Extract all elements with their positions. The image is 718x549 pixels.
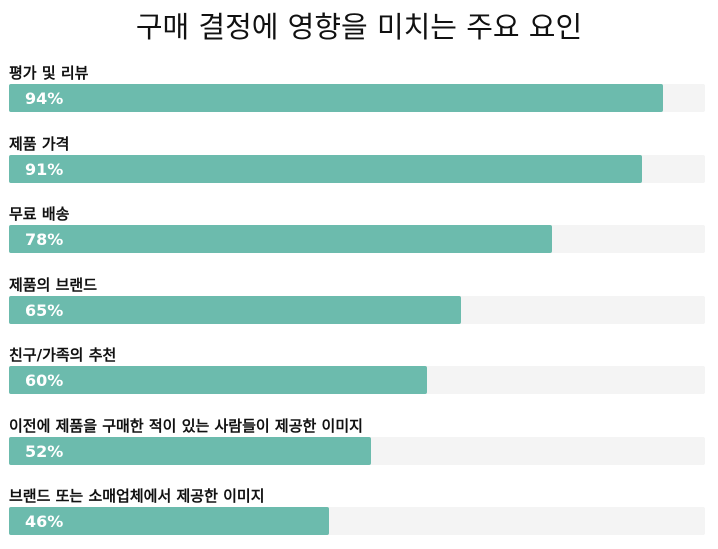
bar-value-label: 78% — [25, 230, 64, 249]
bar-value-label: 60% — [25, 371, 64, 390]
bar-label: 평가 및 리뷰 — [9, 64, 89, 82]
bar-fill — [9, 84, 664, 112]
chart-title: 구매 결정에 영향을 미치는 주요 요인 — [135, 10, 583, 44]
bar-row: 제품의 브랜드 65% — [9, 274, 705, 334]
bar-row: 브랜드 또는 소매업체에서 제공한 이미지 46% — [9, 485, 705, 545]
bar-fill — [9, 366, 427, 394]
bar-fill — [9, 155, 643, 183]
bar-row: 친구/가족의 추천 60% — [9, 344, 705, 404]
bar-track: 91% — [9, 155, 705, 183]
bar-row: 평가 및 리뷰 94% — [9, 62, 705, 122]
bar-label: 제품의 브랜드 — [9, 276, 98, 294]
bar-value-label: 94% — [25, 89, 64, 108]
bar-track: 46% — [9, 507, 705, 535]
bar-fill — [9, 507, 330, 535]
bar-row: 제품 가격 91% — [9, 133, 705, 193]
bar-label: 브랜드 또는 소매업체에서 제공한 이미지 — [9, 487, 265, 505]
bar-label: 무료 배송 — [9, 205, 70, 223]
bar-fill — [9, 225, 552, 253]
bar-label: 제품 가격 — [9, 135, 70, 153]
bar-row: 무료 배송 78% — [9, 203, 705, 263]
bar-row: 이전에 제품을 구매한 적이 있는 사람들이 제공한 이미지 52% — [9, 415, 705, 475]
bar-label: 친구/가족의 추천 — [9, 346, 117, 364]
bar-value-label: 91% — [25, 160, 64, 179]
bar-label: 이전에 제품을 구매한 적이 있는 사람들이 제공한 이미지 — [9, 417, 363, 435]
bar-track: 94% — [9, 84, 705, 112]
bar-track: 60% — [9, 366, 705, 394]
bar-value-label: 65% — [25, 301, 64, 320]
bar-track: 78% — [9, 225, 705, 253]
bar-value-label: 52% — [25, 442, 64, 461]
bar-fill — [9, 437, 371, 465]
bar-fill — [9, 296, 462, 324]
bar-track: 52% — [9, 437, 705, 465]
bar-value-label: 46% — [25, 512, 64, 531]
bar-track: 65% — [9, 296, 705, 324]
